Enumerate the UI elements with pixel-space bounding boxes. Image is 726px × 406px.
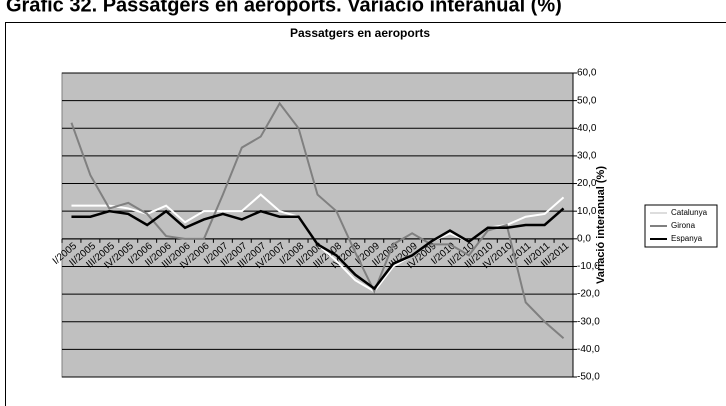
legend-label: Girona	[671, 221, 696, 230]
y-tick-label: 40,0	[577, 123, 597, 134]
page-header: Gràfic 32. Passatgers en aeroports. Vari…	[6, 0, 562, 16]
plot-area	[61, 72, 574, 378]
legend-label: Catalunya	[671, 208, 708, 217]
y-tick-label: -10,0	[577, 261, 600, 272]
y-tick-label: 30,0	[577, 151, 597, 162]
y-tick-label: 0,0	[577, 233, 591, 244]
y-tick-label: 60,0	[577, 68, 597, 79]
y-tick-label: 20,0	[577, 178, 597, 189]
legend-label: Espanya	[671, 234, 703, 243]
y-tick-label: -20,0	[577, 289, 600, 300]
y-axis-title: Variació interanual (%)	[595, 166, 607, 284]
chart-title: Passatgers en aeroports	[290, 26, 430, 40]
y-tick-label: -50,0	[577, 372, 600, 383]
y-tick-label: -40,0	[577, 344, 600, 355]
y-tick-label: 50,0	[577, 95, 597, 106]
y-tick-label: 10,0	[577, 206, 597, 217]
y-tick-label: -30,0	[577, 316, 600, 327]
series-line	[71, 207, 565, 291]
